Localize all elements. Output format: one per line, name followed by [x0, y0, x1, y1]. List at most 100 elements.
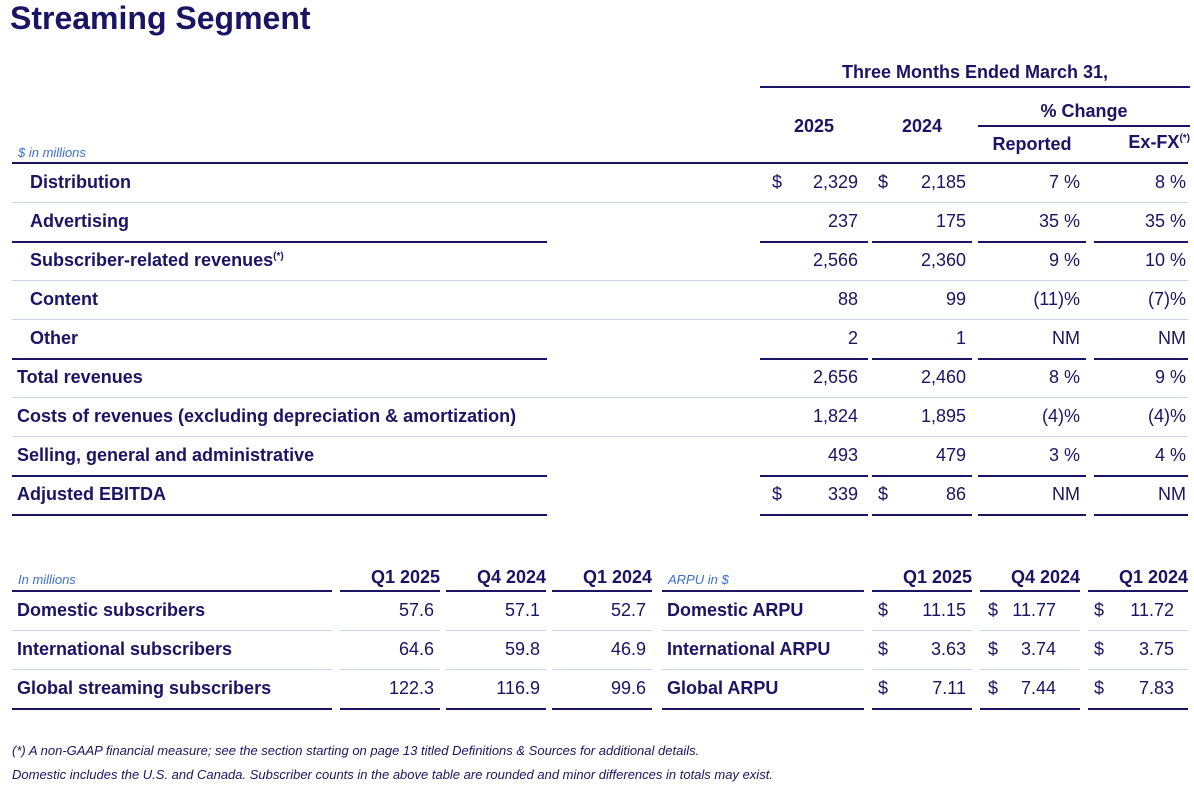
reported-header: Reported [992, 134, 1072, 154]
row-label-text: Costs of revenues (excluding depreciatio… [17, 406, 517, 426]
row-label-text: Adjusted EBITDA [17, 484, 167, 504]
row-rule [978, 358, 1086, 360]
period-header: Three Months Ended March 31, [841, 62, 1109, 82]
subs-rule-c2 [446, 590, 546, 592]
arpu-currency: $ [988, 678, 999, 698]
subs-value: 57.1 [504, 600, 540, 620]
row-rule [1094, 475, 1188, 477]
subs-col-q4-2024: Q4 2024 [476, 567, 546, 587]
row-label-text: Content [30, 289, 98, 309]
subs-value: 122.3 [388, 678, 434, 698]
arpu-currency: $ [988, 639, 999, 659]
row-rule [1094, 358, 1188, 360]
pct-change-rule [978, 125, 1190, 127]
arpu-rule-label [662, 590, 864, 592]
subs-row-rule [446, 669, 546, 670]
arpu-rule-c1 [872, 590, 972, 592]
subs-col-q1-2024: Q1 2024 [582, 567, 652, 587]
subs-value: 116.9 [496, 678, 540, 698]
row-label: Adjusted EBITDA [17, 484, 166, 505]
arpu-value: 7.11 [932, 678, 966, 698]
arpu-value: 3.75 [1138, 639, 1174, 659]
subs-value: 59.8 [504, 639, 540, 659]
arpu-row-rule [872, 669, 972, 670]
arpu-row-rule [1088, 669, 1188, 670]
table-top-rule [12, 162, 1188, 164]
row-label-text: Total revenues [17, 367, 143, 387]
row-rule [978, 475, 1086, 477]
value-2025: 339 [827, 484, 858, 504]
col-2025-header: 2025 [793, 116, 835, 136]
header-rule [760, 86, 1190, 88]
arpu-row-label: Domestic ARPU [667, 600, 804, 620]
reported-change: 35 % [1038, 211, 1080, 231]
arpu-currency: $ [878, 639, 889, 659]
arpu-value: 7.44 [1020, 678, 1056, 698]
footnote-non-gaap: (*) A non-GAAP financial measure; see th… [12, 743, 700, 758]
currency-2024: $ [878, 172, 889, 192]
subs-row-rule [446, 630, 546, 631]
value-2024: 1,895 [920, 406, 966, 426]
row-label-text: Other [30, 328, 79, 348]
row-rule [760, 241, 868, 243]
row-rule [1094, 241, 1188, 243]
row-rule [12, 202, 1188, 203]
row-rule [12, 514, 547, 516]
arpu-currency: $ [1094, 678, 1105, 698]
arpu-value: 11.72 [1130, 600, 1174, 620]
arpu-row-rule [662, 630, 864, 631]
row-rule [12, 319, 1188, 320]
subs-value: 99.6 [610, 678, 646, 698]
row-label: Selling, general and administrative [17, 445, 314, 466]
row-rule [872, 358, 972, 360]
row-rule [12, 280, 1188, 281]
subs-row-label: International subscribers [17, 639, 233, 659]
subs-row-rule [340, 669, 440, 670]
exfx-change: (4)% [1147, 406, 1186, 426]
subs-value: 64.6 [398, 639, 434, 659]
row-rule [872, 514, 972, 516]
row-rule [12, 397, 1188, 398]
subs-row-rule [12, 630, 332, 631]
currency-2025: $ [772, 172, 783, 192]
subs-row-rule [446, 708, 546, 710]
row-rule [872, 475, 972, 477]
value-2025: 2,329 [812, 172, 858, 192]
row-rule [12, 436, 1188, 437]
value-2024: 479 [935, 445, 966, 465]
reported-change: NM [1052, 484, 1080, 504]
arpu-value: 7.83 [1138, 678, 1174, 698]
row-label: Subscriber-related revenues(*) [30, 250, 284, 271]
exfx-change: 8 % [1154, 172, 1186, 192]
value-2024: 2,360 [920, 250, 966, 270]
reported-change: 3 % [1048, 445, 1080, 465]
arpu-currency: $ [988, 600, 999, 620]
row-rule [760, 514, 868, 516]
pct-change-header: % Change [1040, 101, 1128, 121]
value-2025: 88 [837, 289, 858, 309]
subs-row-rule [552, 669, 652, 670]
row-rule [760, 475, 868, 477]
row-label: Advertising [30, 211, 129, 232]
value-2025: 493 [827, 445, 858, 465]
row-rule [760, 358, 868, 360]
row-label-text: Selling, general and administrative [17, 445, 315, 465]
row-rule [12, 358, 547, 360]
value-2025: 1,824 [812, 406, 858, 426]
top-unit-label: $ in millions [18, 145, 86, 160]
arpu-rule-c2 [980, 590, 1080, 592]
arpu-currency: $ [878, 600, 889, 620]
arpu-row-rule [872, 708, 972, 710]
arpu-row-rule [1088, 630, 1188, 631]
arpu-row-label: Global ARPU [667, 678, 779, 698]
arpu-col-q1-2025: Q1 2025 [902, 567, 972, 587]
reported-change: (4)% [1041, 406, 1080, 426]
value-2025: 2,566 [812, 250, 858, 270]
page-title: Streaming Segment [10, 0, 311, 36]
row-label-text: Advertising [30, 211, 130, 231]
arpu-value: 11.15 [922, 600, 966, 620]
arpu-col-q4-2024: Q4 2024 [1010, 567, 1080, 587]
reported-change: 9 % [1048, 250, 1080, 270]
row-label: Distribution [30, 172, 131, 193]
arpu-currency: $ [878, 678, 889, 698]
